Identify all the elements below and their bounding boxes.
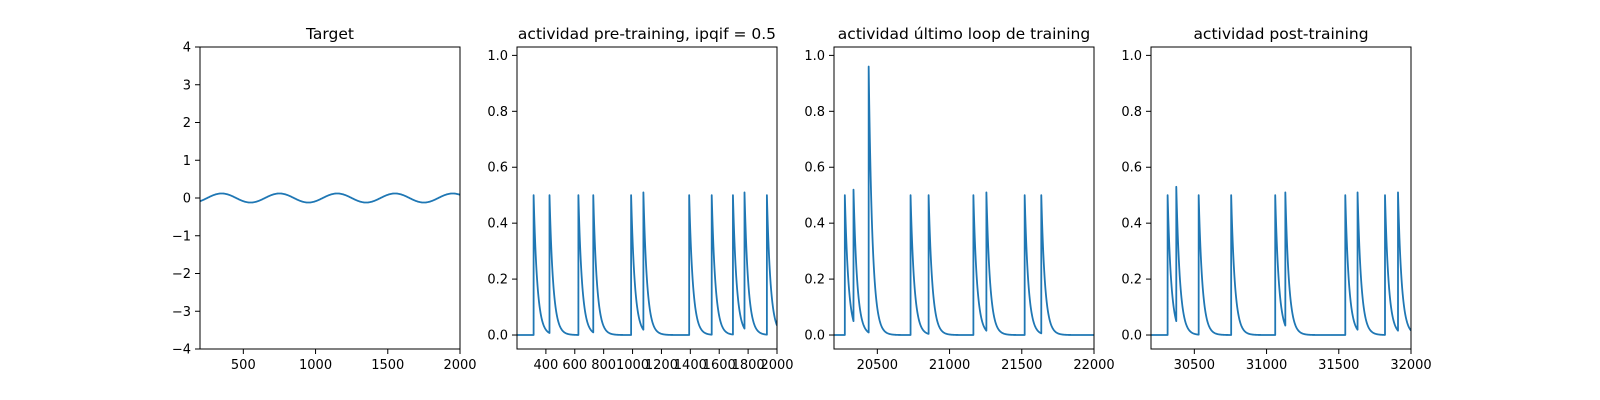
y-tick-label: 0.8 — [804, 105, 825, 120]
subplot-title: Target — [305, 25, 354, 43]
x-tick-label: 2000 — [443, 358, 476, 373]
y-tick-label: 0.6 — [1121, 161, 1142, 176]
axes-frame — [1150, 46, 1412, 350]
x-tick-label: 800 — [591, 358, 616, 373]
axes-frame — [516, 46, 778, 350]
y-axis: −4 −3 −2 −1 0 1 2 3 4 — [172, 41, 200, 358]
x-tick-label: 400 — [533, 358, 558, 373]
y-tick-label: 3 — [183, 78, 191, 93]
y-tick-label: 0.0 — [1121, 329, 1142, 344]
y-axis: 0.0 0.2 0.4 0.6 0.8 1.0 — [1121, 49, 1151, 344]
x-tick-label: 21000 — [929, 358, 970, 373]
series-layer — [834, 65, 1094, 336]
y-axis: 0.0 0.2 0.4 0.6 0.8 1.0 — [487, 49, 517, 344]
axes-frame — [833, 46, 1095, 350]
y-tick-label: 0 — [183, 192, 191, 207]
x-tick-label: 500 — [231, 358, 256, 373]
y-tick-label: 0.0 — [804, 329, 825, 344]
y-tick-label: 0.8 — [1121, 105, 1142, 120]
subplot-post-training: 30500 31000 31500 32000 0.00.20.40.60.81.0 … — [1121, 25, 1431, 373]
y-tick-label: 0.6 — [804, 161, 825, 176]
x-tick-label: 1600 — [703, 358, 736, 373]
series-line — [1151, 185, 1411, 336]
y-tick-label: 1.0 — [1121, 49, 1142, 64]
series-layer — [200, 192, 460, 204]
x-tick-label: 31500 — [1318, 358, 1359, 373]
y-tick-label: −1 — [172, 229, 191, 244]
y-tick-label: 1.0 — [804, 49, 825, 64]
y-tick-label: 2 — [183, 116, 191, 131]
y-tick-label: 0.2 — [1121, 273, 1142, 288]
x-tick-label: 1500 — [371, 358, 404, 373]
series-line — [517, 191, 777, 336]
series-line — [834, 65, 1094, 336]
x-tick-label: 600 — [562, 358, 587, 373]
y-tick-label: 0.2 — [804, 273, 825, 288]
x-tick-label: 1000 — [299, 358, 332, 373]
subplot-title: actividad pre-training, ipqif = 0.5 — [518, 25, 776, 43]
y-axis: 0.0 0.2 0.4 0.6 0.8 1.0 — [804, 49, 834, 344]
y-tick-label: 0.4 — [487, 217, 508, 232]
x-tick-label: 1000 — [616, 358, 649, 373]
subplot-last-training-loop: 20500 21000 21500 22000 0.00.20.40.60.81.0 … — [804, 25, 1114, 373]
x-tick-label: 1200 — [645, 358, 678, 373]
y-tick-label: 1 — [183, 154, 191, 169]
y-tick-label: 0.4 — [1121, 217, 1142, 232]
x-tick-label: 20500 — [857, 358, 898, 373]
x-tick-label: 22000 — [1073, 358, 1114, 373]
x-tick-label: 21500 — [1001, 358, 1042, 373]
x-tick-label: 1800 — [732, 358, 765, 373]
y-tick-label: 0.6 — [487, 161, 508, 176]
series-layer — [517, 191, 777, 336]
axes-frame — [199, 46, 461, 350]
y-tick-label: −3 — [172, 305, 191, 320]
y-tick-label: −2 — [172, 267, 191, 282]
x-tick-label: 2000 — [760, 358, 793, 373]
x-tick-label: 1400 — [674, 358, 707, 373]
y-tick-label: −4 — [172, 343, 191, 358]
series-layer — [1151, 185, 1411, 336]
y-tick-label: 0.8 — [487, 105, 508, 120]
series-line — [200, 192, 460, 204]
subplot-title: actividad último loop de training — [838, 25, 1090, 43]
x-tick-label: 31000 — [1246, 358, 1287, 373]
subplot-target: 500 1000 1500 2000 −4 −3 −2 −1 0 1 2 3 4 Target — [172, 25, 477, 373]
y-tick-label: 0.4 — [804, 217, 825, 232]
y-tick-label: 0.2 — [487, 273, 508, 288]
subplot-title: actividad post-training — [1193, 25, 1368, 43]
x-tick-label: 32000 — [1390, 358, 1431, 373]
y-tick-label: 4 — [183, 41, 191, 56]
x-axis: 20500 21000 21500 22000 — [857, 349, 1115, 373]
x-tick-label: 30500 — [1174, 358, 1215, 373]
x-axis: 500 1000 1500 2000 — [231, 349, 477, 373]
y-tick-label: 0.0 — [487, 329, 508, 344]
y-tick-label: 1.0 — [487, 49, 508, 64]
x-axis: 30500 31000 31500 32000 — [1174, 349, 1432, 373]
